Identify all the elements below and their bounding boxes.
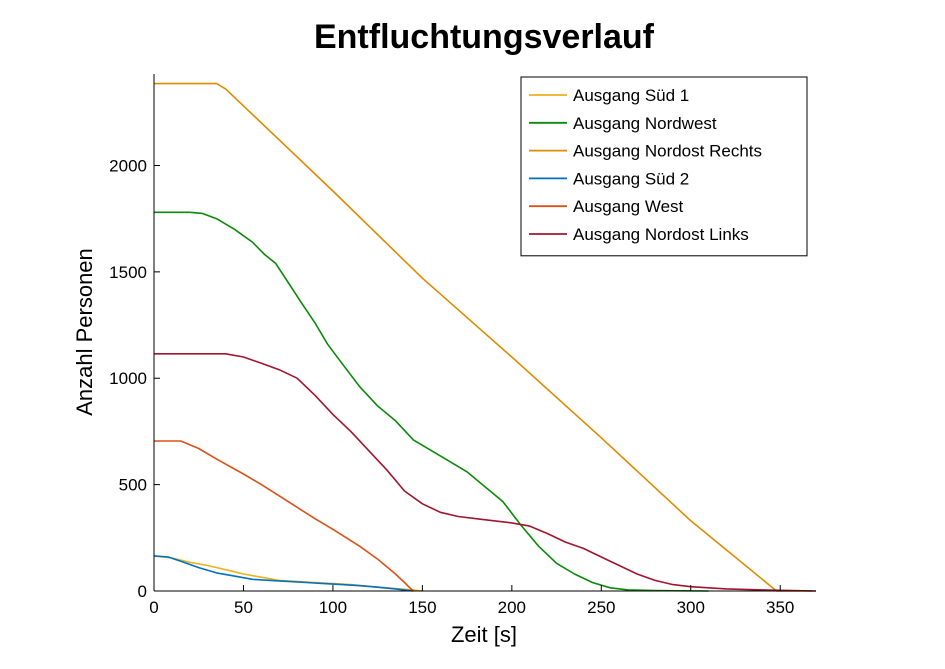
x-tick-label: 300 <box>677 598 705 617</box>
series-line-2 <box>154 211 709 592</box>
y-tick-label: 1500 <box>109 263 147 282</box>
series-line-5 <box>154 440 414 592</box>
x-tick-label: 350 <box>766 598 794 617</box>
legend-label: Ausgang Süd 2 <box>573 169 689 188</box>
legend-label: Ausgang Nordost Rechts <box>573 142 762 161</box>
legend-label: Ausgang West <box>573 197 684 216</box>
axes: 0 50 100 150 200 250 300 350 0 500 1000 1500 2000 <box>109 74 816 617</box>
series-line-6 <box>154 352 817 592</box>
x-tick-label: 200 <box>498 598 526 617</box>
legend-label: Ausgang Nordost Links <box>573 225 749 244</box>
plot-area <box>153 82 817 592</box>
x-tick-label: 150 <box>408 598 436 617</box>
y-axis-label: Anzahl Personen <box>72 248 97 416</box>
x-axis-label: Zeit [s] <box>451 622 517 647</box>
chart-title: Entfluchtungsverlauf <box>314 18 655 56</box>
legend: Ausgang Süd 1 Ausgang Nordwest Ausgang Nor… <box>520 76 808 257</box>
series-line-4 <box>153 555 414 592</box>
x-tick-label: 100 <box>319 598 347 617</box>
legend-label: Ausgang Süd 1 <box>573 86 689 105</box>
x-tick-label: 0 <box>149 598 158 617</box>
legend-box <box>520 76 808 257</box>
series-line-1 <box>153 555 423 592</box>
legend-label: Ausgang Nordwest <box>573 114 717 133</box>
y-tick-label: 1000 <box>109 369 147 388</box>
x-tick-label: 250 <box>587 598 615 617</box>
y-tick-label: 500 <box>119 476 147 495</box>
series-line-3 <box>154 82 813 592</box>
x-tick-label: 50 <box>234 598 253 617</box>
y-tick-label: 2000 <box>109 156 147 175</box>
y-tick-label: 0 <box>138 582 147 601</box>
